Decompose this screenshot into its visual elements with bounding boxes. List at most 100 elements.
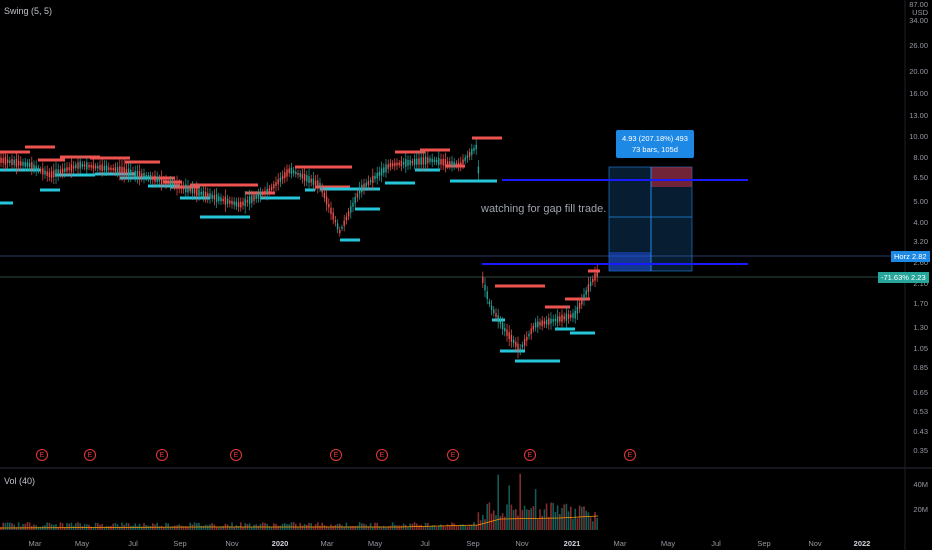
price-tick: 8.00 <box>913 153 928 162</box>
candle-body <box>297 172 299 176</box>
candle-body <box>556 316 559 323</box>
candle-body <box>64 168 66 172</box>
volume-bar <box>376 522 378 530</box>
volume-bar <box>515 509 517 530</box>
volume-bar <box>9 522 11 530</box>
volume-bar <box>268 526 271 530</box>
candle-body <box>506 329 508 336</box>
candle-body <box>57 169 59 176</box>
price-change-tag[interactable]: -71.63% 2.23 <box>878 272 929 283</box>
candle-body <box>266 188 268 194</box>
candle-body <box>460 162 462 166</box>
measure-line1: 4.93 (207.18%) 493 <box>622 134 688 143</box>
candle-body <box>138 171 141 179</box>
candle-body <box>466 155 469 159</box>
candle-body <box>284 172 286 179</box>
time-tick: May <box>367 539 383 548</box>
volume-bar <box>510 504 513 530</box>
volume-bar <box>550 502 552 530</box>
candle-body <box>288 168 290 174</box>
time-tick: Nov <box>225 539 239 548</box>
volume-bar <box>354 526 356 530</box>
volume-bar <box>75 523 77 530</box>
earnings-marker[interactable]: E <box>376 449 388 461</box>
volume-bar <box>112 523 114 530</box>
candle-body <box>156 176 158 183</box>
candle-body <box>68 167 70 170</box>
volume-bar <box>435 526 438 530</box>
candle-body <box>402 162 405 165</box>
volume-bar <box>488 502 491 530</box>
earnings-marker[interactable]: E <box>230 449 242 461</box>
price-tick: 0.43 <box>913 427 928 436</box>
price-axis-currency: USD <box>912 8 928 17</box>
candle-body <box>26 162 29 167</box>
volume-bar <box>237 526 240 530</box>
volume-bar <box>165 522 167 530</box>
candle-body <box>123 167 125 175</box>
indicator-title[interactable]: Swing (5, 5) <box>4 6 53 16</box>
candle-body <box>596 270 598 277</box>
earnings-marker[interactable]: E <box>447 449 459 461</box>
volume-bar <box>20 526 22 530</box>
candle-body <box>101 164 103 172</box>
volume-bar <box>565 503 568 530</box>
volume-bar <box>433 525 436 530</box>
volume-bar <box>499 515 502 530</box>
earnings-marker[interactable]: E <box>524 449 536 461</box>
earnings-marker[interactable]: E <box>624 449 636 461</box>
candle-body <box>240 201 242 208</box>
candle-body <box>396 162 398 166</box>
volume-bar <box>130 525 132 530</box>
candle-body <box>88 164 90 168</box>
annotation-text[interactable]: watching for gap fill trade. <box>481 203 607 215</box>
price-tick: 0.85 <box>913 363 928 372</box>
candle-body <box>28 162 31 167</box>
volume-bar <box>218 526 220 530</box>
horizontal-line-tag[interactable]: Horz 2.82 <box>891 251 930 262</box>
volume-bar <box>420 524 422 530</box>
volume-title[interactable]: Vol (40) <box>4 476 36 486</box>
volume-bar <box>229 526 231 530</box>
volume-bar <box>334 524 337 530</box>
volume-bar <box>127 523 130 530</box>
volume-bar <box>541 515 543 530</box>
volume-bar <box>578 505 581 530</box>
candle-body <box>204 192 207 198</box>
earnings-marker[interactable]: E <box>330 449 342 461</box>
volume-bar <box>561 508 563 530</box>
time-tick: Jul <box>420 539 430 548</box>
volume-bar <box>332 525 334 530</box>
volume-bar <box>356 525 359 530</box>
candle-body <box>46 171 48 176</box>
earnings-marker[interactable]: E <box>36 449 48 461</box>
volume-bar <box>466 526 469 530</box>
candle-body <box>99 165 101 170</box>
measure-callout[interactable]: 4.93 (207.18%) 493 73 bars, 105d <box>616 130 694 158</box>
candle-body <box>587 284 590 292</box>
volume-bar <box>147 525 150 530</box>
candle-body <box>200 191 202 195</box>
volume-bar <box>400 525 403 530</box>
candle-body <box>517 343 519 352</box>
volume-bar <box>543 509 546 530</box>
candle-body <box>167 181 169 184</box>
candle-body <box>473 147 475 151</box>
volume-bar <box>526 509 528 530</box>
volume-bar <box>28 522 31 530</box>
candle-body <box>350 206 352 213</box>
price-tick: 10.00 <box>909 132 928 141</box>
candle-body <box>242 201 244 206</box>
volume-bar <box>438 525 440 530</box>
candle-body <box>435 159 438 163</box>
earnings-marker[interactable]: E <box>84 449 96 461</box>
volume-bar <box>50 524 53 530</box>
candle-body <box>323 192 326 198</box>
earnings-marker[interactable]: E <box>156 449 168 461</box>
candle-body <box>515 341 517 347</box>
volume-bar <box>235 525 238 530</box>
volume-bar <box>240 522 242 530</box>
candle-body <box>292 170 295 174</box>
